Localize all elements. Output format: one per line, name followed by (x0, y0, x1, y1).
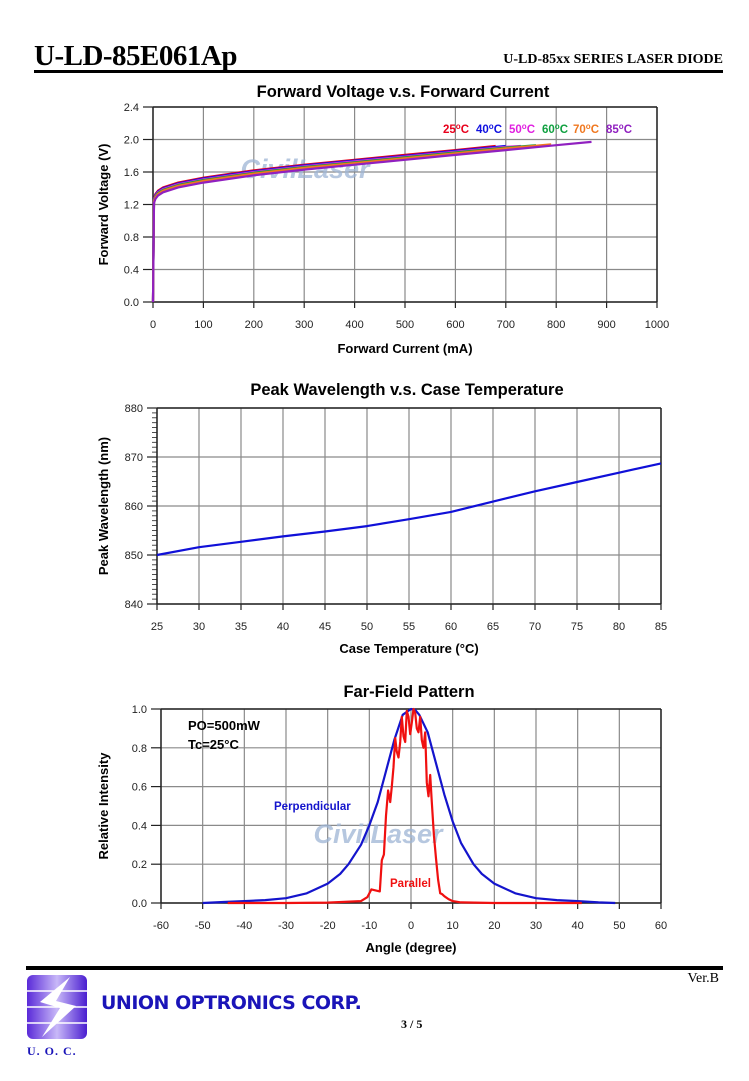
x-tick-label: 50 (613, 920, 625, 932)
x-tick-label: 55 (403, 621, 415, 633)
y-tick-label: 2.0 (124, 135, 139, 147)
x-tick-label: 30 (530, 920, 542, 932)
x-axis-label: Angle (degree) (365, 940, 456, 955)
chart-title: Forward Voltage v.s. Forward Current (257, 83, 550, 101)
x-tick-label: -10 (361, 920, 377, 932)
annotation-temperature: Tc=25°C (188, 737, 239, 752)
y-tick-label: 0.4 (132, 820, 147, 832)
footer-divider (26, 966, 723, 970)
annotation-power: PO=500mW (188, 718, 261, 733)
series-line-parallel (227, 707, 582, 905)
page-number: 3 / 5 (401, 1017, 423, 1031)
series-line-perpendicular (202, 707, 616, 905)
x-tick-label: 20 (488, 920, 500, 932)
x-tick-label: 40 (572, 920, 584, 932)
company-name: UNION OPTRONICS CORP. (101, 992, 362, 1014)
y-tick-label: 840 (125, 599, 143, 611)
header-divider (34, 70, 723, 73)
peak-wavelength-chart: 25 30 35 40 45 50 55 60 65 70 75 80 85 840 850 860 870 88… (96, 381, 667, 656)
x-tick-label: 200 (245, 319, 263, 331)
x-tick-label: 0 (150, 319, 156, 331)
y-tick-label: 860 (125, 501, 143, 513)
x-tick-label: 100 (194, 319, 212, 331)
y-tick-label: 0.6 (132, 782, 147, 794)
x-tick-label: -60 (153, 920, 169, 932)
y-tick-label: 0.8 (132, 743, 147, 755)
part-number-title: U-LD-85E061Ap (34, 40, 237, 72)
forward-voltage-chart: 0 100 200 300 400 500 600 700 800 900 1000 0.0 0.4 0.… (96, 83, 669, 356)
x-tick-label: 35 (235, 621, 247, 633)
y-tick-label: 2.4 (124, 102, 139, 114)
x-tick-label: 80 (613, 621, 625, 633)
y-axis-label: Peak Wavelength (nm) (96, 437, 111, 575)
x-tick-label: 700 (497, 319, 515, 331)
x-tick-label: 75 (571, 621, 583, 633)
y-tick-label: 870 (125, 452, 143, 464)
legend-entry: 40oC (476, 122, 502, 136)
y-tick-label: 0.0 (124, 297, 139, 309)
chart-title: Peak Wavelength v.s. Case Temperature (250, 381, 563, 399)
x-tick-label: 300 (295, 319, 313, 331)
x-tick-label: 65 (487, 621, 499, 633)
y-tick-label: 880 (125, 403, 143, 415)
x-tick-label: -20 (320, 920, 336, 932)
series-label-perpendicular: Perpendicular (274, 801, 351, 813)
x-tick-label: -50 (195, 920, 211, 932)
x-tick-label: 60 (445, 621, 457, 633)
y-tick-label: 0.8 (124, 232, 139, 244)
series-label-parallel: Parallel (390, 878, 431, 890)
y-tick-label: 0.0 (132, 898, 147, 910)
x-tick-label: 600 (446, 319, 464, 331)
lightning-bolt-icon (27, 975, 87, 1039)
x-tick-label: 45 (319, 621, 331, 633)
y-tick-label: 0.4 (124, 265, 139, 277)
far-field-chart: -60 -50 -40 -30 -20 -10 0 10 20 30 40 50 60 0.0 0.2 0.4… (96, 683, 667, 955)
x-tick-label: 85 (655, 621, 667, 633)
series-line-85-c (151, 140, 592, 303)
legend-entry: 25oC (443, 122, 469, 136)
y-tick-label: 850 (125, 550, 143, 562)
watermark: CivilLaser (313, 819, 444, 849)
x-tick-label: 70 (529, 621, 541, 633)
x-tick-label: 30 (193, 621, 205, 633)
logo-text: U. O. C. (27, 1044, 77, 1058)
x-tick-label: 40 (277, 621, 289, 633)
legend-entry: 50oC (509, 122, 535, 136)
y-tick-label: 1.2 (124, 200, 139, 212)
y-tick-label: 0.2 (132, 859, 147, 871)
x-tick-label: 900 (597, 319, 615, 331)
x-tick-label: 800 (547, 319, 565, 331)
grid (147, 407, 662, 610)
x-axis-label: Forward Current (mA) (337, 341, 472, 356)
x-tick-label: 25 (151, 621, 163, 633)
x-tick-label: 1000 (645, 319, 669, 331)
y-axis-label: Forward Voltage (V) (96, 144, 111, 266)
legend-entry: 70oC (573, 122, 599, 136)
y-tick-label: 1.0 (132, 704, 147, 716)
grid (143, 106, 658, 308)
legend-entry: 85oC (606, 122, 632, 136)
x-tick-label: 50 (361, 621, 373, 633)
x-tick-label: 0 (408, 920, 414, 932)
x-tick-label: -30 (278, 920, 294, 932)
x-tick-label: 60 (655, 920, 667, 932)
chart-title: Far-Field Pattern (343, 683, 474, 701)
x-tick-label: 500 (396, 319, 414, 331)
x-tick-label: 400 (345, 319, 363, 331)
series-line-peak-wavelength (156, 462, 662, 557)
legend-entry: 60oC (542, 122, 568, 136)
x-tick-label: -40 (236, 920, 252, 932)
series-title: U-LD-85xx SERIES LASER DIODE (503, 52, 723, 67)
y-tick-label: 1.6 (124, 167, 139, 179)
x-tick-label: 10 (447, 920, 459, 932)
x-axis-label: Case Temperature (°C) (339, 641, 478, 656)
version-label: Ver.B (687, 971, 720, 986)
y-axis-label: Relative Intensity (96, 752, 111, 860)
